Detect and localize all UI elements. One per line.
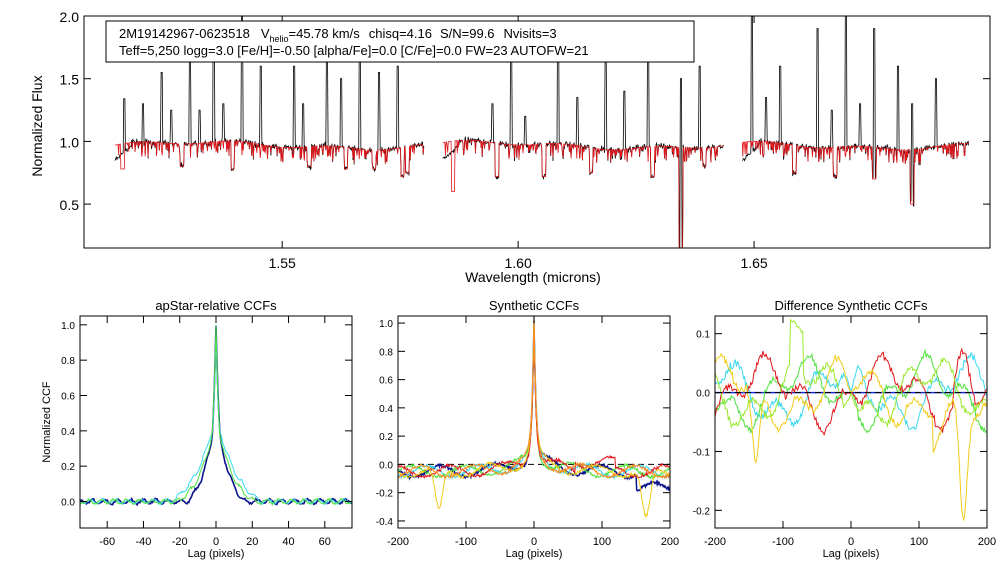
y-tick-label: -0.2	[376, 489, 394, 500]
star-id: 2M19142967-0623518	[119, 26, 250, 41]
vhelio-value: =45.78 km/s	[289, 26, 361, 41]
y-tick-label: 0.4	[61, 427, 75, 438]
apstar-ticks: -60 -40 -20 0 20 40 60 0.0 0.2 0.4 0.6 0.8 1.0	[61, 316, 352, 548]
x-tick-label: -200	[704, 536, 726, 548]
x-tick-label: 40	[282, 536, 294, 548]
y-tick-label: 2.0	[60, 9, 80, 25]
apstar-panel: -60 -40 -20 0 20 40 60 0.0 0.2 0.4 0.6 0.8 1.0 apSta…	[41, 298, 353, 560]
synthetic-panel: -200 -100 0 100 200 -0.4 -0.2 0.0 0.2 0.4 0.6 0.8 1.…	[376, 298, 679, 560]
synthetic-ccf-line-visit-6	[397, 315, 671, 480]
y-tick-label: 0.0	[379, 460, 393, 471]
apstar-ylabel: Normalized CCF	[41, 381, 53, 463]
x-tick-label: 20	[246, 536, 258, 548]
observed-spectrum-line	[741, 15, 970, 208]
difference-plot-area	[714, 318, 987, 522]
y-tick-label: 0.2	[379, 432, 393, 443]
y-tick-label: 0.1	[696, 330, 710, 341]
apstar-xlabel: Lag (pixels)	[188, 548, 245, 560]
difference-panel: -200 -100 0 100 200 -0.2 -0.1 0.0 0.1 Difference…	[693, 298, 996, 560]
x-tick-label: -40	[136, 536, 152, 548]
spectrum-header-line2: Teff=5,250 logg=3.0 [Fe/H]=-0.50 [alpha/…	[119, 43, 589, 58]
spectrum-header-box	[105, 20, 695, 63]
y-tick-label: -0.4	[376, 517, 394, 528]
spectrum-ylabel: Normalized Flux	[29, 75, 45, 176]
nvisits-value: Nvisits=3	[504, 26, 557, 41]
x-tick-label: 1.55	[269, 255, 296, 271]
chisq-value: chisq=4.16	[369, 26, 432, 41]
y-tick-label: 1.5	[60, 72, 80, 88]
synthetic-ticks: -200 -100 0 100 200 -0.4 -0.2 0.0 0.2 0.4 0.6 0.8 1.…	[376, 316, 679, 548]
x-tick-label: 0	[213, 536, 219, 548]
difference-ccf-line-visit-5	[714, 352, 987, 522]
x-tick-label: 1.65	[740, 255, 767, 271]
y-tick-label: 0.8	[379, 347, 393, 358]
x-tick-label: 200	[661, 536, 679, 548]
model-spectrum-line	[114, 140, 425, 177]
y-tick-label: 0.2	[61, 462, 75, 473]
x-tick-label: -20	[172, 536, 188, 548]
spectrum-panel: 1.55 1.60 1.65 0.5 1.0 1.5 2.0 2M19142967-0623…	[29, 9, 991, 285]
x-tick-label: 200	[978, 536, 996, 548]
synthetic-xlabel: Lag (pixels)	[506, 548, 563, 560]
y-tick-label: 1.0	[60, 134, 80, 150]
y-tick-label: 0.0	[61, 498, 75, 509]
apstar-plot-area	[79, 325, 353, 507]
x-tick-label: -200	[387, 536, 409, 548]
difference-xlabel: Lag (pixels)	[823, 548, 880, 560]
spectrum-frame	[83, 15, 991, 249]
ccf-line-visit-2	[79, 335, 353, 506]
y-tick-label: 0.4	[379, 404, 393, 415]
y-tick-label: -0.1	[693, 447, 711, 458]
x-tick-label: -60	[99, 536, 115, 548]
difference-ticks: -200 -100 0 100 200 -0.2 -0.1 0.0 0.1	[693, 316, 996, 548]
spectrum-ticks: 1.55 1.60 1.65 0.5 1.0 1.5 2.0	[60, 9, 990, 271]
vhelio-label: V	[261, 26, 270, 41]
x-tick-label: 1.60	[505, 255, 532, 271]
y-tick-label: 0.8	[61, 356, 75, 367]
x-tick-label: 0	[848, 536, 854, 548]
x-tick-label: 100	[910, 536, 928, 548]
difference-ccf-line-visit-6	[714, 318, 987, 429]
spectrum-xlabel: Wavelength (microns)	[465, 269, 601, 285]
vhelio-subscript: helio	[270, 34, 289, 44]
model-spectrum-line	[442, 139, 724, 249]
synthetic-plot-area	[397, 315, 671, 518]
observed-spectrum-line	[442, 34, 724, 249]
x-tick-label: 100	[593, 536, 611, 548]
x-tick-label: 60	[319, 536, 331, 548]
spectrum-plot-area	[114, 15, 970, 249]
synthetic-title: Synthetic CCFs	[489, 298, 580, 313]
x-tick-label: -100	[772, 536, 794, 548]
ccf-line-visit-3	[79, 325, 353, 507]
sn-value: S/N=99.6	[440, 26, 495, 41]
difference-title: Difference Synthetic CCFs	[775, 298, 928, 313]
y-tick-label: 1.0	[379, 319, 393, 330]
y-tick-label: 0.6	[61, 392, 75, 403]
model-spectrum-line	[741, 140, 969, 205]
y-tick-label: 1.0	[61, 321, 75, 332]
spectrum-header-line1: 2M19142967-0623518 Vhelio=45.78 km/s chisq…	[119, 26, 557, 44]
y-tick-label: 0.0	[696, 389, 710, 400]
synthetic-ccf-line-visit-4	[397, 326, 671, 479]
y-tick-label: 0.6	[379, 376, 393, 387]
y-tick-label: -0.2	[693, 506, 711, 517]
y-tick-label: 0.5	[60, 197, 80, 213]
x-tick-label: -100	[455, 536, 477, 548]
x-tick-label: 0	[531, 536, 537, 548]
apstar-title: apStar-relative CCFs	[155, 298, 277, 313]
